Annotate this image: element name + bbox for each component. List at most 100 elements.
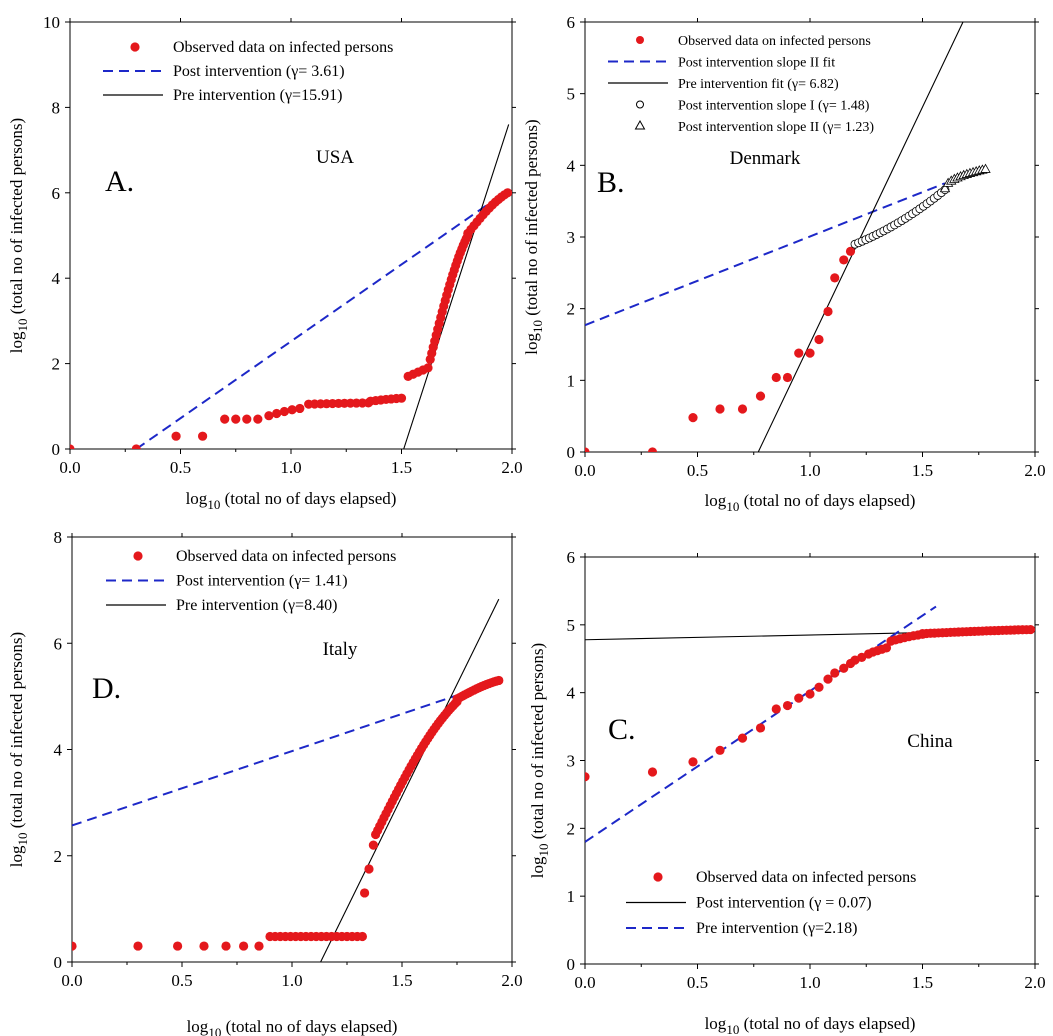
data-point — [360, 888, 370, 898]
legend-label: Post intervention (γ= 1.41) — [176, 573, 348, 590]
legend-label: Post intervention (γ = 0.07) — [696, 895, 872, 912]
x-tick-label: 1.5 — [391, 971, 412, 990]
data-point — [805, 689, 815, 699]
y-tick-label: 8 — [52, 98, 61, 117]
solid-fit-line — [403, 124, 510, 449]
x-axis-label: log10 (total no of days elapsed) — [186, 489, 397, 512]
y-tick-label: 2 — [567, 300, 576, 319]
legend-label: Observed data on infected persons — [678, 34, 871, 49]
y-tick-label: 5 — [567, 85, 576, 104]
y-tick-label: 0 — [567, 955, 576, 974]
y-tick-label: 2 — [52, 355, 61, 374]
y-tick-label: 6 — [54, 634, 63, 653]
data-point — [502, 188, 512, 198]
y-tick-label: 2 — [567, 819, 576, 838]
y-tick-label: 10 — [43, 13, 60, 32]
y-tick-label: 0 — [52, 440, 61, 459]
data-point — [715, 404, 725, 414]
legend-marker-dot — [130, 42, 140, 52]
panel-B: 0.0 0.5 1.0 1.5 2.0 0 1 2 3 4 5 6 log10 (total no of… — [522, 13, 1046, 514]
legend: Observed data on infected persons Post in… — [626, 869, 916, 937]
x-tick-label: 2.0 — [501, 971, 522, 990]
legend-label: Post intervention slope II (γ= 1.23) — [678, 120, 874, 135]
data-point — [782, 700, 793, 711]
y-tick-label: 6 — [52, 184, 61, 203]
panel-D: 0.0 0.5 1.0 1.5 2.0 0 2 4 6 8 log10 (total no of d… — [7, 528, 523, 1036]
data-point — [368, 840, 378, 850]
y-axis-label: log10 (total no of infected persons) — [528, 643, 551, 878]
data-point — [755, 723, 766, 733]
data-point — [133, 941, 143, 951]
y-tick-label: 4 — [567, 684, 576, 703]
legend-label: Pre intervention (γ=15.91) — [173, 87, 342, 104]
data-point — [131, 444, 141, 449]
x-tick-label: 1.0 — [280, 458, 301, 477]
dashed-fit-line — [135, 189, 509, 449]
x-tick-label: 0.5 — [687, 461, 708, 480]
data-point — [830, 668, 840, 678]
legend-label: Pre intervention (γ=8.40) — [176, 597, 337, 614]
data-point — [647, 767, 658, 777]
data-point — [823, 674, 833, 684]
open-triangle-point — [939, 182, 951, 193]
data-point — [881, 643, 892, 653]
data-point — [823, 306, 833, 317]
legend: Observed data on infected persons Post in… — [103, 39, 393, 104]
y-tick-label: 6 — [567, 13, 576, 32]
data-point — [771, 704, 781, 714]
y-tick-label: 8 — [54, 528, 63, 547]
y-axis-label: log10 (total no of infected persons) — [7, 118, 30, 353]
data-point — [814, 682, 824, 692]
x-tick-label: 0.0 — [61, 971, 82, 990]
data-point — [647, 447, 658, 452]
country-label: China — [907, 731, 953, 752]
data-point — [70, 444, 75, 449]
data-point — [737, 733, 748, 743]
data-point — [830, 273, 840, 283]
x-tick-label: 0.0 — [574, 973, 595, 992]
legend-label: Post intervention (γ= 3.61) — [173, 63, 345, 80]
y-tick-label: 0 — [567, 443, 576, 462]
panel-A: 0.0 0.5 1.0 1.5 2.0 0 2 4 6 8 10 log10 (total no of… — [7, 13, 523, 512]
x-tick-label: 0.5 — [171, 971, 192, 990]
data-point — [755, 391, 766, 401]
data-point — [242, 414, 252, 424]
x-tick-label: 0.5 — [170, 458, 191, 477]
x-tick-label: 1.0 — [799, 461, 820, 480]
data-point — [794, 348, 804, 358]
legend-label: Observed data on infected persons — [696, 869, 916, 886]
y-tick-label: 0 — [54, 953, 63, 972]
data-point — [220, 414, 230, 424]
data-point — [585, 447, 590, 452]
data-point — [494, 675, 504, 686]
data-point — [839, 255, 849, 265]
country-label: Italy — [323, 639, 358, 660]
legend-label: Post intervention slope II fit — [678, 56, 835, 71]
data-point — [264, 411, 274, 421]
legend-label: Pre intervention fit (γ= 6.82) — [678, 77, 839, 92]
panel-letter: A. — [105, 165, 134, 198]
data-point — [279, 406, 289, 417]
data-point — [805, 348, 815, 358]
data-layer — [585, 605, 1035, 843]
x-tick-label: 2.0 — [1024, 973, 1045, 992]
data-point — [364, 864, 374, 874]
solid-fit-line — [320, 598, 500, 962]
x-tick-label: 1.5 — [912, 973, 933, 992]
data-point — [199, 941, 209, 951]
x-tick-label: 2.0 — [1024, 461, 1045, 480]
x-tick-label: 2.0 — [501, 458, 522, 477]
data-point — [198, 431, 208, 441]
data-point — [221, 941, 231, 951]
panel-letter: B. — [597, 166, 625, 199]
legend-marker-dot — [636, 36, 644, 44]
data-point — [231, 414, 241, 424]
solid-fit-line — [757, 22, 964, 452]
data-layer — [585, 22, 991, 452]
legend-label: Observed data on infected persons — [176, 548, 396, 565]
y-tick-label: 1 — [567, 887, 576, 906]
legend-marker-dot — [653, 872, 663, 882]
legend: Observed data on infected persons Post in… — [608, 34, 874, 135]
x-tick-label: 0.0 — [59, 458, 80, 477]
